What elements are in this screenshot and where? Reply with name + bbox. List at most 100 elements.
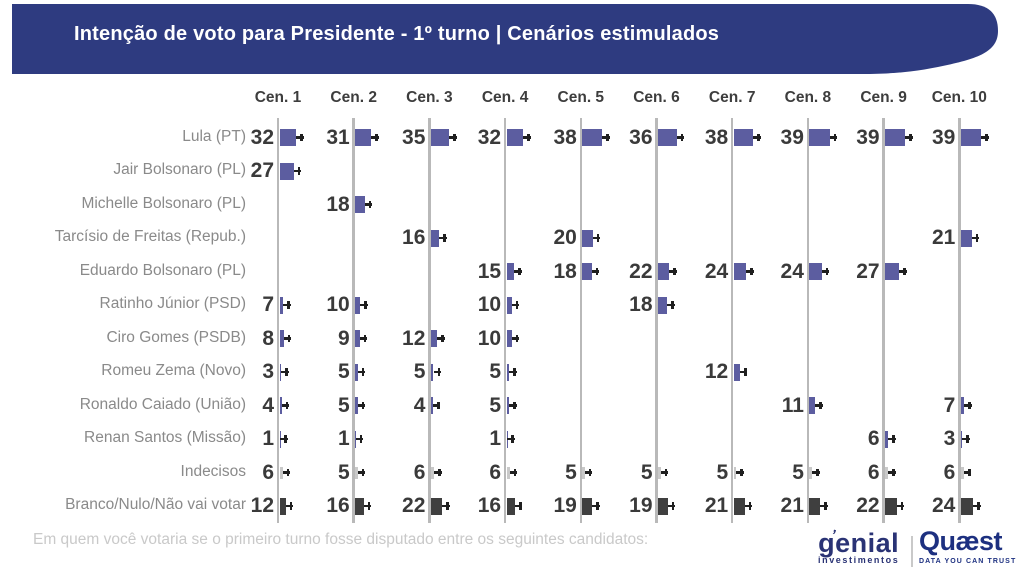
bar [885,466,889,479]
value-label: 31 [326,125,350,149]
value-label: 32 [250,125,274,149]
whisker-cap-icon [437,368,441,376]
bar [279,466,283,479]
footer-question: Em quem você votaria se o primeiro turno… [33,531,649,548]
column-header: Cen. 2 [330,89,377,106]
value-label: 5 [338,460,350,484]
value-label: 24 [931,494,956,517]
bar [506,129,524,146]
whisker-cap-icon [438,468,441,477]
scenario-axis-line [730,118,734,523]
whisker-icon [285,504,294,508]
whisker-cap-icon [289,502,293,510]
value-label: 18 [553,259,577,283]
whisker-cap-icon [816,468,819,477]
value-label: 3 [262,360,274,383]
whisker-icon [739,370,748,374]
row-label: Branco/Nulo/Não vai votar [65,496,246,513]
bar [355,430,356,448]
whisker-icon [355,437,364,441]
value-label: 38 [553,125,577,149]
whisker-icon [433,370,441,374]
whisker-icon [434,471,442,474]
bar [506,363,510,381]
value-label: 7 [943,393,956,417]
value-label: 5 [489,360,502,383]
whisker-cap-icon [903,267,906,276]
whisker-icon [667,504,676,508]
value-label: 7 [262,293,274,316]
bar [355,497,364,515]
whisker-cap-icon [967,468,971,477]
bar [506,497,515,515]
value-label: 22 [856,494,880,517]
whisker-cap-icon [595,267,599,276]
bar [279,162,294,180]
bar [733,129,754,146]
bar [506,296,512,314]
row-label: Indecisos [180,462,246,480]
whisker-cap-icon [743,368,747,376]
bar [885,263,900,280]
whisker-icon [963,471,972,474]
row-label: Jair Bolsonaro (PL) [113,161,246,178]
value-label: 22 [629,259,653,283]
bar [582,497,593,515]
value-label: 36 [629,125,653,149]
bar [809,466,812,479]
bar [430,129,450,146]
bar [809,263,822,280]
whisker-cap-icon [588,468,592,477]
whisker-icon [591,270,600,273]
value-label: 21 [780,494,804,517]
whisker-icon [282,471,291,474]
quaest-logo: Quæst DATA YOU CAN TRUST [919,528,1016,566]
whisker-icon [669,270,677,273]
column-header: Cen. 9 [860,89,907,106]
row-label: Renan Santos (Missão) [84,429,246,446]
value-label: 6 [867,460,880,484]
whisker-cap-icon [511,435,514,443]
value-label: 19 [629,494,653,517]
row-label: Ciro Gomes (PSDB) [106,328,246,346]
bar [733,263,747,280]
bar [885,430,889,448]
column-header: Cen. 7 [708,89,756,106]
whisker-icon [509,404,517,407]
whisker-icon [602,136,610,139]
bar [809,497,821,515]
whisker-icon [899,270,907,273]
whisker-icon [357,370,366,374]
genial-logo-text: ’ genial [818,527,899,557]
value-label: 15 [477,259,502,283]
bar [355,397,358,414]
whisker-cap-icon [287,301,290,309]
value-label: 4 [262,393,274,417]
value-label: 5 [338,393,350,417]
value-label: 4 [413,393,426,417]
bar [733,466,737,479]
whisker-cap-icon [900,502,904,510]
genial-logo-subtext: investimentos [818,555,900,565]
value-label: 27 [250,159,274,182]
scenario-axis-line [428,118,431,523]
whisker-icon [896,504,905,508]
whisker-icon [437,337,445,340]
bar [430,397,433,414]
bar [506,397,510,414]
bar [960,430,963,448]
bar [355,296,361,314]
value-label: 10 [477,293,502,316]
banner [12,4,998,74]
column-header: Cen. 5 [557,89,605,106]
bar [885,497,897,515]
value-label: 5 [716,460,729,484]
whisker-cap-icon [757,133,761,142]
bar [582,129,603,146]
bar [658,466,661,479]
whisker-icon [442,504,450,508]
whisker-icon [815,404,823,407]
value-label: 5 [489,393,502,417]
whisker-cap-icon [819,401,822,410]
